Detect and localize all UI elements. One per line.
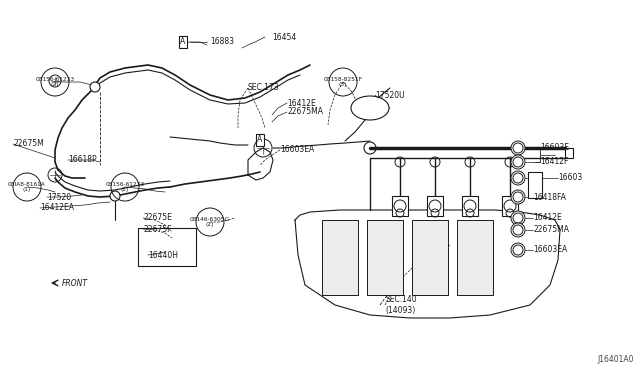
Bar bbox=[565, 148, 573, 158]
Text: 17520U: 17520U bbox=[375, 90, 404, 99]
Bar bbox=[138, 228, 196, 266]
Text: 16883: 16883 bbox=[210, 38, 234, 46]
Text: A: A bbox=[180, 38, 186, 46]
Text: 08156-61233
(2): 08156-61233 (2) bbox=[106, 182, 145, 192]
Circle shape bbox=[511, 223, 525, 237]
Text: SEC.173: SEC.173 bbox=[248, 83, 280, 93]
Text: 08IA8-8161A
(1): 08IA8-8161A (1) bbox=[8, 182, 46, 192]
Text: FRONT: FRONT bbox=[62, 279, 88, 288]
Text: 16603E: 16603E bbox=[540, 144, 569, 153]
Circle shape bbox=[511, 190, 525, 204]
Text: 22675MA: 22675MA bbox=[287, 108, 323, 116]
Bar bbox=[457, 220, 493, 295]
Bar bbox=[462, 196, 478, 216]
Text: SEC.140
(14093): SEC.140 (14093) bbox=[385, 295, 417, 315]
Text: 16412E: 16412E bbox=[287, 99, 316, 108]
Text: 16603EA: 16603EA bbox=[533, 246, 567, 254]
Bar bbox=[528, 172, 542, 198]
Circle shape bbox=[511, 243, 525, 257]
Text: 17520: 17520 bbox=[47, 192, 71, 202]
Text: 08158-8251F
(3): 08158-8251F (3) bbox=[323, 77, 362, 87]
Text: 16603EA: 16603EA bbox=[280, 145, 314, 154]
Circle shape bbox=[511, 141, 525, 155]
Text: 22675F: 22675F bbox=[143, 224, 172, 234]
Text: 08146-6305G
(2): 08146-6305G (2) bbox=[190, 217, 230, 227]
Circle shape bbox=[90, 82, 100, 92]
Circle shape bbox=[511, 211, 525, 225]
Text: 16418FA: 16418FA bbox=[533, 192, 566, 202]
Bar bbox=[392, 196, 408, 216]
Bar bbox=[502, 196, 518, 216]
Text: 16412E: 16412E bbox=[533, 214, 562, 222]
Bar bbox=[427, 196, 443, 216]
Text: 16412F: 16412F bbox=[540, 157, 568, 166]
Bar bbox=[412, 220, 448, 295]
Text: 16603: 16603 bbox=[558, 173, 582, 183]
Text: 22675MA: 22675MA bbox=[533, 225, 569, 234]
Text: 08156-61233
(2): 08156-61233 (2) bbox=[35, 77, 75, 87]
Text: 16412EA: 16412EA bbox=[40, 203, 74, 212]
Text: 22675E: 22675E bbox=[143, 214, 172, 222]
Bar bbox=[367, 220, 403, 295]
Text: 16618P: 16618P bbox=[68, 155, 97, 164]
Circle shape bbox=[511, 155, 525, 169]
Bar bbox=[322, 220, 358, 295]
Text: 22675M: 22675M bbox=[13, 140, 44, 148]
Circle shape bbox=[110, 191, 120, 201]
Text: J16401A0: J16401A0 bbox=[598, 355, 634, 364]
Text: 16440H: 16440H bbox=[148, 250, 178, 260]
Text: A: A bbox=[257, 135, 262, 144]
Circle shape bbox=[511, 171, 525, 185]
Text: 16454: 16454 bbox=[272, 32, 296, 42]
Ellipse shape bbox=[351, 96, 389, 120]
